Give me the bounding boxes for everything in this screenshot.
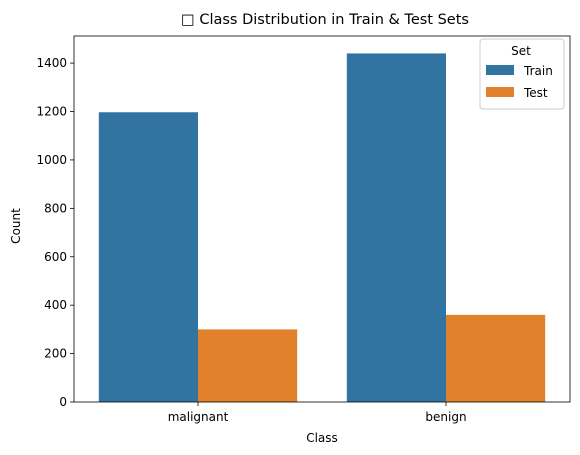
legend-label-train: Train	[523, 64, 553, 78]
bars-group	[98, 53, 546, 403]
axes-group: 0 200 400 600 800 1000 1200 1400 malignant benign	[36, 35, 571, 424]
x-axis-label: Class	[306, 431, 338, 445]
x-tick-label: benign	[425, 410, 466, 424]
y-tick-label: 1200	[36, 105, 67, 119]
bar-test-benign	[446, 314, 546, 402]
x-tick-label: malignant	[168, 410, 229, 424]
legend-swatch-train	[486, 65, 514, 75]
legend-items: Train Test	[486, 64, 553, 100]
bar-train-malignant	[98, 112, 198, 402]
y-axis-label: Count	[9, 208, 23, 244]
y-tick-label: 1400	[36, 56, 67, 70]
legend-label-test: Test	[523, 86, 548, 100]
y-tick-label: 400	[44, 298, 67, 312]
plot-frame	[73, 35, 571, 403]
y-tick-label: 800	[44, 201, 67, 215]
y-tick-label: 200	[44, 347, 67, 361]
y-tick-label: 600	[44, 250, 67, 264]
legend: Set Train Test	[479, 38, 565, 110]
chart-title: □ Class Distribution in Train & Test Set…	[181, 12, 469, 28]
y-tick-label: 0	[59, 395, 67, 409]
bar-train-benign	[346, 53, 446, 403]
bar-test-malignant	[198, 329, 298, 402]
y-tick-label: 1000	[36, 153, 67, 167]
legend-swatch-test	[486, 87, 514, 97]
legend-title: Set	[511, 44, 531, 58]
